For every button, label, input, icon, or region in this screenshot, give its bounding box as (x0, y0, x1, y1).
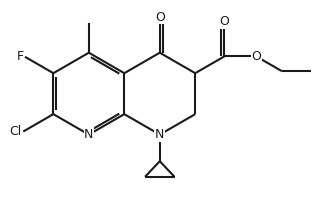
Text: O: O (155, 11, 165, 24)
Text: O: O (219, 15, 229, 28)
Text: Cl: Cl (10, 125, 22, 138)
Text: O: O (251, 50, 261, 63)
Text: N: N (84, 128, 93, 141)
Text: F: F (16, 50, 24, 63)
Text: N: N (155, 128, 164, 141)
